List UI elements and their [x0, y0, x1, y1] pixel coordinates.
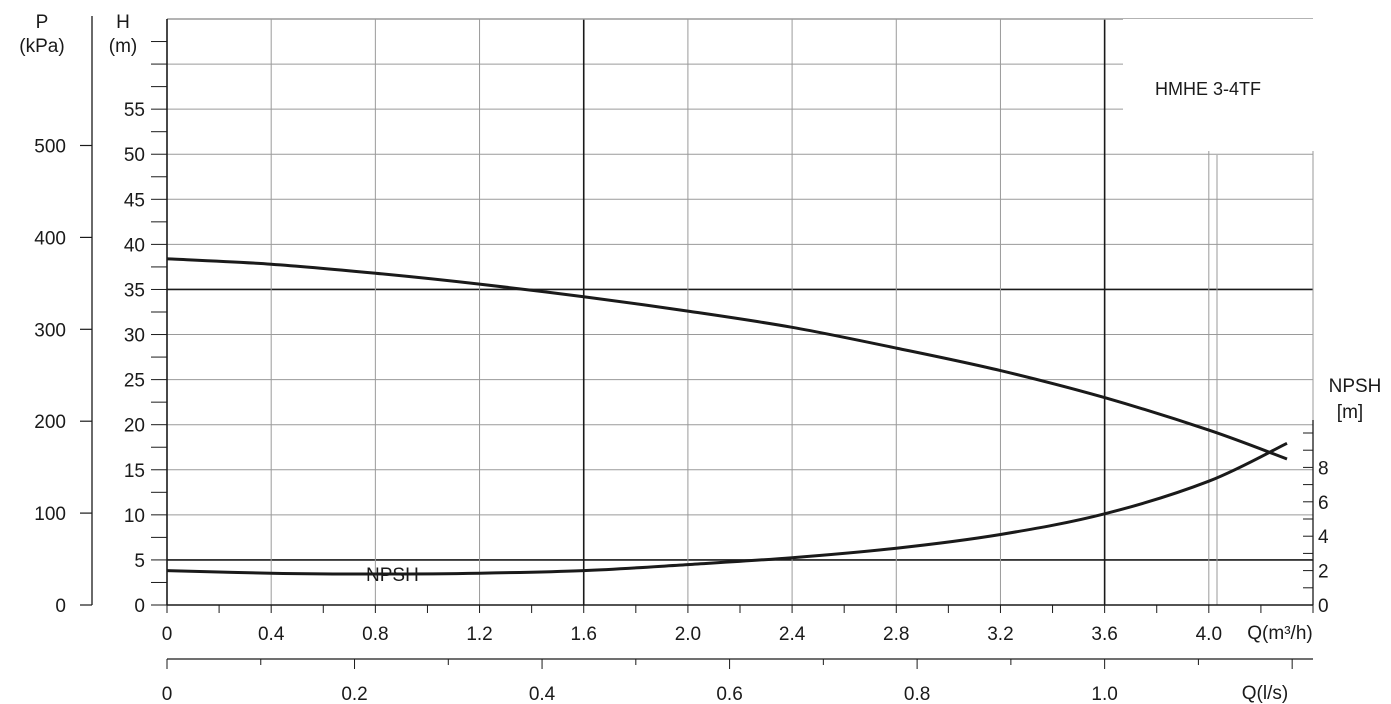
head-tick-label: 25	[124, 371, 145, 392]
x-tick-label: 0.8	[362, 624, 388, 645]
head-tick-label: 45	[124, 190, 145, 211]
tick-labels: 0510152025303540455055010020030040050002…	[34, 100, 1329, 704]
x-tick-label: 2.0	[675, 624, 701, 645]
head-tick-label: 15	[124, 461, 145, 482]
head-tick-label: 5	[134, 551, 145, 572]
npsh-axis-label: NPSH	[1329, 376, 1382, 397]
x2-tick-label: 0.6	[716, 684, 742, 704]
head-axis-label: H	[116, 12, 130, 33]
head-tick-label: 20	[124, 416, 145, 437]
axes	[80, 16, 1314, 669]
grid	[167, 18, 1314, 606]
pressure-tick-label: 500	[34, 137, 66, 158]
x-tick-label: 3.6	[1091, 624, 1117, 645]
head-tick-label: 10	[124, 506, 145, 527]
npsh-tick-label: 6	[1318, 493, 1329, 514]
npsh-tick-label: 2	[1318, 562, 1329, 583]
head-tick-label: 50	[124, 145, 145, 166]
pressure-tick-label: 400	[34, 228, 66, 249]
x-tick-label: 2.8	[883, 624, 909, 645]
npsh-curve	[166, 441, 1288, 576]
npsh-tick-label: 0	[1318, 596, 1329, 617]
title-box	[1123, 19, 1313, 151]
pressure-axis-label: P	[36, 12, 49, 33]
pressure-axis-unit: (kPa)	[19, 36, 64, 57]
head-tick-label: 40	[124, 235, 145, 256]
head-tick-label: 55	[124, 100, 145, 121]
npsh-tick-label: 4	[1318, 527, 1329, 548]
x-tick-label: 4.0	[1196, 624, 1222, 645]
pressure-tick-label: 100	[34, 504, 66, 525]
x2-tick-label: 1.0	[1091, 684, 1117, 704]
pressure-tick-label: 300	[34, 320, 66, 341]
x-tick-label: 1.2	[466, 624, 492, 645]
x-tick-label: 0.4	[258, 624, 285, 645]
pressure-tick-label: 200	[34, 412, 66, 433]
chart-title: HMHE 3-4TF	[1155, 79, 1261, 99]
head-curve	[166, 257, 1288, 461]
x2-tick-label: 0.8	[904, 684, 930, 704]
x2-tick-label: 0	[162, 684, 173, 704]
npsh-axis-unit: [m]	[1337, 402, 1363, 423]
x2-tick-label: 0.2	[341, 684, 367, 704]
npsh-curve-label: NPSH	[366, 565, 419, 586]
x-tick-label: 1.6	[571, 624, 597, 645]
x-axis-label: Q(m³/h)	[1247, 623, 1312, 644]
head-tick-label: 0	[134, 596, 145, 617]
pressure-tick-label: 0	[55, 596, 66, 617]
head-tick-label: 35	[124, 280, 145, 301]
head-tick-label: 30	[124, 326, 145, 347]
npsh-tick-label: 8	[1318, 458, 1329, 479]
x-tick-label: 0	[162, 624, 173, 645]
x2-axis-label: Q(l/s)	[1242, 683, 1288, 704]
x-tick-label: 3.2	[987, 624, 1013, 645]
x-tick-label: 2.4	[779, 624, 806, 645]
x2-tick-label: 0.4	[529, 684, 556, 704]
head-axis-unit: (m)	[109, 36, 137, 57]
curves	[166, 257, 1288, 576]
